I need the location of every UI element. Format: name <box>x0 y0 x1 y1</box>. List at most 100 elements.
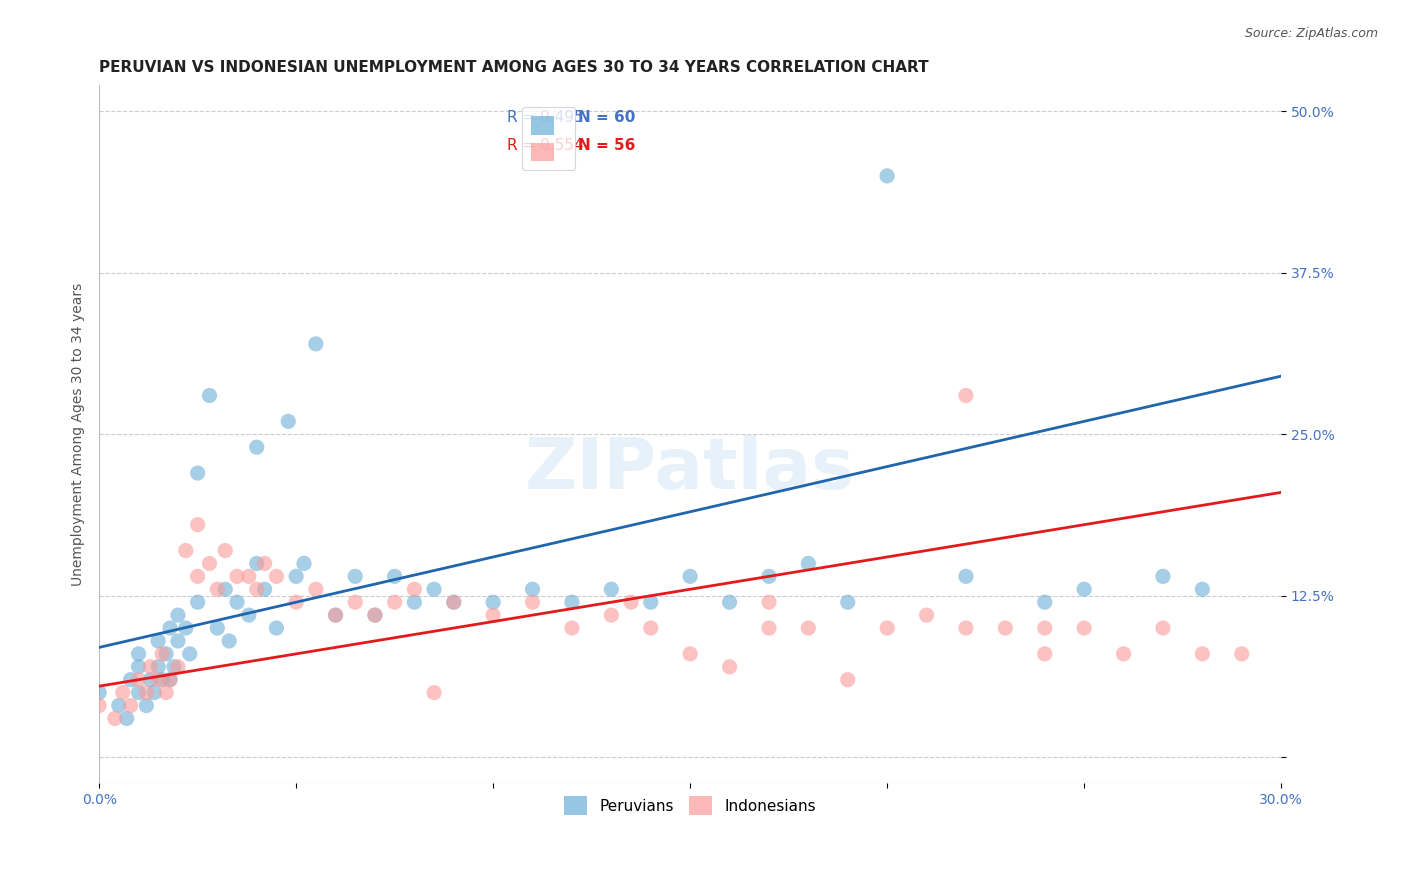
Point <box>207 582 229 597</box>
Point <box>1152 569 1174 583</box>
Point <box>187 569 209 583</box>
Point <box>1073 621 1095 635</box>
Point <box>1073 582 1095 597</box>
Point <box>443 595 465 609</box>
Y-axis label: Unemployment Among Ages 30 to 34 years: Unemployment Among Ages 30 to 34 years <box>72 283 86 586</box>
Point <box>108 698 131 713</box>
Point <box>214 543 236 558</box>
Point <box>797 621 820 635</box>
Point <box>640 621 662 635</box>
Point <box>285 595 308 609</box>
Point <box>1152 621 1174 635</box>
Point <box>482 595 505 609</box>
Point <box>955 569 977 583</box>
Point <box>277 414 299 428</box>
Point <box>915 608 938 623</box>
Point <box>758 569 780 583</box>
Point <box>159 673 181 687</box>
Text: PERUVIAN VS INDONESIAN UNEMPLOYMENT AMONG AGES 30 TO 34 YEARS CORRELATION CHART: PERUVIAN VS INDONESIAN UNEMPLOYMENT AMON… <box>100 60 929 75</box>
Point <box>344 595 367 609</box>
Point <box>1230 647 1253 661</box>
Point <box>167 634 190 648</box>
Point <box>120 673 142 687</box>
Text: Source: ZipAtlas.com: Source: ZipAtlas.com <box>1244 27 1378 40</box>
Point <box>120 698 142 713</box>
Point <box>837 595 859 609</box>
Text: N = 56: N = 56 <box>578 137 636 153</box>
Point <box>104 711 127 725</box>
Point <box>167 660 190 674</box>
Point <box>364 608 387 623</box>
Text: ZIPatlas: ZIPatlas <box>524 434 855 504</box>
Point <box>443 595 465 609</box>
Point <box>115 711 138 725</box>
Point <box>179 647 201 661</box>
Point <box>148 673 170 687</box>
Point <box>128 660 150 674</box>
Point <box>226 569 249 583</box>
Point <box>325 608 347 623</box>
Point <box>758 595 780 609</box>
Text: N = 60: N = 60 <box>578 110 636 125</box>
Point <box>238 608 260 623</box>
Point <box>1033 647 1056 661</box>
Point <box>159 673 181 687</box>
Point <box>994 621 1017 635</box>
Point <box>482 608 505 623</box>
Point <box>404 595 426 609</box>
Point <box>1033 621 1056 635</box>
Point <box>128 685 150 699</box>
Point <box>423 685 446 699</box>
Point <box>167 608 190 623</box>
Point <box>758 621 780 635</box>
Point <box>718 595 741 609</box>
Point <box>148 660 170 674</box>
Point <box>207 621 229 635</box>
Point <box>135 685 157 699</box>
Point <box>600 582 623 597</box>
Point <box>174 543 197 558</box>
Point <box>955 388 977 402</box>
Point <box>423 582 446 597</box>
Point <box>305 582 328 597</box>
Point <box>955 621 977 635</box>
Point <box>198 388 221 402</box>
Point <box>150 647 173 661</box>
Point <box>187 595 209 609</box>
Point <box>128 647 150 661</box>
Point <box>876 169 898 183</box>
Point <box>226 595 249 609</box>
Text: R = 0.495: R = 0.495 <box>508 110 583 125</box>
Point <box>561 595 583 609</box>
Point <box>139 660 162 674</box>
Point <box>285 569 308 583</box>
Point <box>246 557 269 571</box>
Point <box>218 634 240 648</box>
Point <box>89 698 111 713</box>
Point <box>305 336 328 351</box>
Point <box>238 569 260 583</box>
Point <box>640 595 662 609</box>
Point <box>364 608 387 623</box>
Point <box>187 517 209 532</box>
Point <box>600 608 623 623</box>
Point <box>1191 582 1213 597</box>
Point <box>266 569 288 583</box>
Point <box>155 685 177 699</box>
Point <box>150 673 173 687</box>
Point <box>797 557 820 571</box>
Point <box>246 440 269 454</box>
Point <box>253 557 276 571</box>
Point <box>292 557 315 571</box>
Point <box>522 595 544 609</box>
Point <box>246 582 269 597</box>
Point <box>876 621 898 635</box>
Point <box>522 582 544 597</box>
Point <box>718 660 741 674</box>
Point <box>163 660 186 674</box>
Point <box>837 673 859 687</box>
Point <box>561 621 583 635</box>
Point <box>111 685 134 699</box>
Point <box>1112 647 1135 661</box>
Point <box>155 647 177 661</box>
